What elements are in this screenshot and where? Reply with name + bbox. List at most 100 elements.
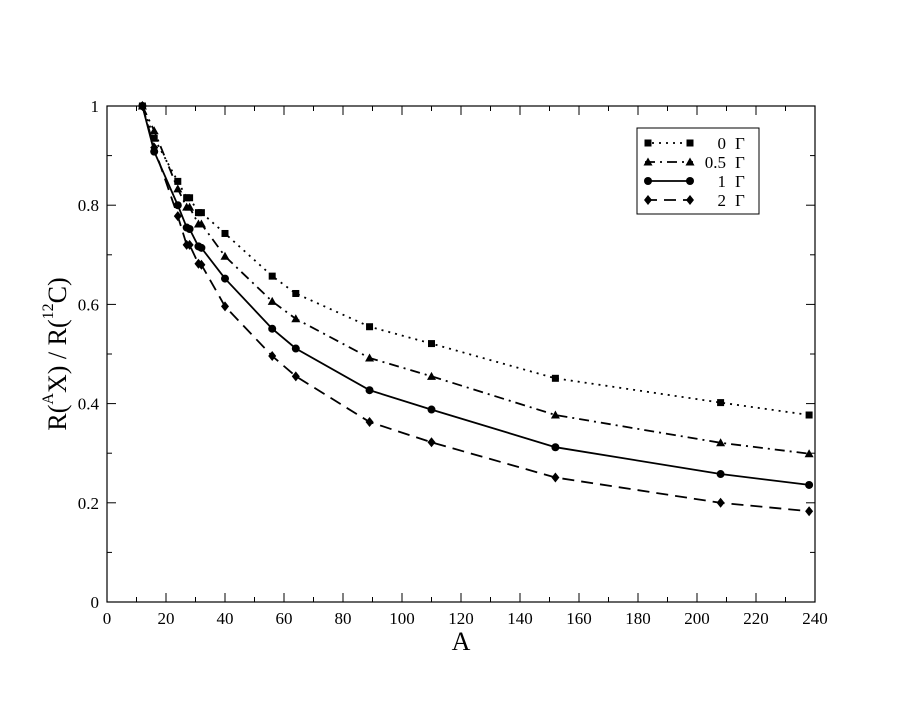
ticks-layer: 0 20 40 60 80 100 120 140 160 180 200 220 24000.20.4…	[78, 97, 828, 628]
series-triangle	[137, 101, 814, 458]
data-point	[551, 472, 560, 483]
legend-box	[636, 127, 760, 215]
x-tick-label: 160	[566, 609, 592, 628]
legend-unit: Γ	[735, 134, 745, 153]
legend-label: 0.5	[705, 153, 726, 172]
y-axis-title-part-2: X) / R(	[43, 319, 72, 393]
y-tick-label: 0	[91, 593, 100, 612]
legend: 0 Γ0.5 Γ1 Γ2 Γ	[636, 127, 760, 215]
x-tick-label: 200	[684, 609, 710, 628]
data-point	[221, 301, 229, 312]
x-tick-label: 40	[217, 609, 234, 628]
x-tick-label: 240	[802, 609, 828, 628]
x-tick-label: 140	[507, 609, 533, 628]
data-point	[291, 371, 300, 382]
x-axis-title: A	[452, 627, 471, 656]
legend-marker	[685, 157, 695, 166]
legend-label: 2	[718, 191, 727, 210]
data-point	[268, 272, 276, 280]
legend-unit: Γ	[735, 191, 745, 210]
data-point	[291, 314, 301, 323]
data-point	[174, 177, 182, 185]
data-point	[428, 340, 435, 348]
data-point	[551, 374, 559, 382]
data-point	[804, 449, 814, 458]
series-line-triangle	[141, 105, 810, 455]
data-point	[291, 344, 300, 353]
data-point	[149, 126, 159, 135]
data-point	[221, 274, 229, 283]
y-tick-label: 0.6	[78, 295, 99, 314]
legend-label: 1	[718, 172, 727, 191]
data-point	[268, 350, 277, 361]
data-point	[173, 201, 182, 210]
data-point	[185, 239, 194, 250]
y-axis-title-part-1: R(	[43, 405, 72, 431]
y-tick-label: 1	[91, 97, 100, 116]
y-axis-title: R(AX) / R(12C)	[40, 277, 72, 430]
data-point	[365, 353, 375, 362]
data-point	[185, 202, 195, 211]
x-tick-label: 20	[158, 609, 175, 628]
data-point	[292, 289, 300, 297]
data-point	[197, 209, 205, 217]
legend-label: 0	[718, 134, 727, 153]
data-point	[173, 184, 183, 193]
legend-entry-triangle: 0.5 Γ	[643, 153, 745, 172]
data-point	[186, 194, 194, 202]
legend-marker	[643, 157, 653, 166]
data-point	[716, 497, 725, 508]
y-tick-label: 0.4	[78, 395, 100, 414]
x-tick-label: 100	[389, 609, 415, 628]
legend-marker	[644, 139, 652, 147]
data-point	[267, 296, 277, 305]
data-point	[196, 219, 206, 228]
legend-marker	[686, 177, 694, 185]
data-point	[197, 243, 206, 252]
y-axis-title-part-3: C)	[43, 277, 72, 303]
x-tick-label: 0	[103, 609, 112, 628]
x-tick-label: 220	[743, 609, 769, 628]
data-point	[220, 251, 230, 260]
x-tick-label: 180	[625, 609, 651, 628]
data-point	[365, 386, 374, 395]
data-point	[365, 416, 374, 427]
y-axis-title-superscript-1: A	[40, 393, 57, 405]
data-point	[716, 438, 726, 447]
legend-unit: Γ	[735, 153, 745, 172]
data-point	[427, 437, 436, 448]
data-point	[805, 506, 814, 517]
y-axis-title-superscript-2: 12	[40, 303, 57, 319]
x-tick-label: 120	[448, 609, 474, 628]
legend-marker	[644, 177, 652, 185]
legend-unit: Γ	[735, 172, 745, 191]
legend-marker	[686, 139, 694, 147]
legend-marker	[644, 195, 652, 205]
y-tick-label: 0.8	[78, 196, 99, 215]
data-point	[550, 410, 560, 419]
data-point	[427, 371, 436, 380]
data-point	[268, 324, 277, 333]
x-tick-label: 60	[276, 609, 293, 628]
data-point	[805, 480, 814, 489]
data-point	[717, 399, 725, 407]
data-point	[805, 411, 813, 419]
data-point	[150, 142, 159, 153]
data-point	[366, 323, 374, 331]
y-tick-label: 0.2	[78, 494, 99, 513]
data-point	[221, 229, 229, 237]
data-point	[150, 134, 158, 142]
data-point	[185, 225, 194, 234]
data-point	[551, 443, 560, 452]
data-point	[716, 470, 725, 479]
data-point	[197, 259, 206, 270]
series-layer	[137, 101, 814, 517]
legend-marker	[686, 195, 694, 205]
data-point	[173, 211, 182, 222]
x-tick-label: 80	[335, 609, 352, 628]
data-point	[427, 405, 436, 414]
